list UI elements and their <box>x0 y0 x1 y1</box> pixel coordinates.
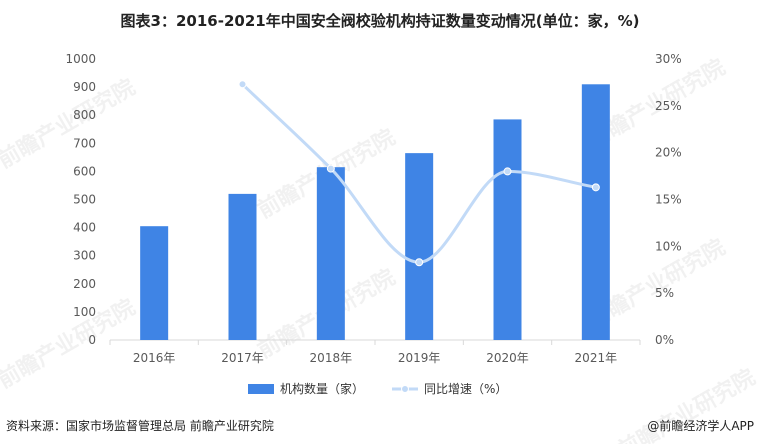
legend-bar-label: 机构数量（家） <box>280 381 364 396</box>
y-left-tick-label: 800 <box>73 108 96 122</box>
legend-line-label: 同比增速（%） <box>424 382 507 396</box>
y-left-tick-label: 700 <box>73 136 96 150</box>
x-axis: 2016年 2017年 2018年 2019年 2020年 2021年 <box>109 339 641 365</box>
y-left-tick-label: 400 <box>73 221 96 235</box>
y-left-tick-label: 600 <box>73 164 96 178</box>
y-left-tick-label: 200 <box>73 277 96 291</box>
growth-point-2021年 <box>591 183 600 192</box>
bar-2021年 <box>581 84 610 340</box>
brand-note: @前瞻经济学人APP <box>647 419 754 433</box>
x-tick-label: 2018年 <box>310 351 353 365</box>
growth-point-2017年 <box>238 80 247 89</box>
bar-series <box>140 84 610 340</box>
watermarks: 前瞻产业研究院前瞻产业研究院前瞻产业研究院前瞻产业研究院前瞻产业研究院前瞻产业研… <box>0 54 760 444</box>
watermark-text: 前瞻产业研究院 <box>0 294 140 394</box>
y-right-tick-label: 15% <box>655 193 682 207</box>
x-tick-label: 2019年 <box>398 351 441 365</box>
y-right-tick-label: 10% <box>655 239 682 253</box>
y-left-tick-label: 900 <box>73 80 96 94</box>
legend-bar-swatch <box>248 384 274 394</box>
y-left-tick-label: 0 <box>88 333 96 347</box>
watermark-text: 前瞻产业研究院 <box>0 74 140 174</box>
right-axis: 0% 5% 10% 15% 20% 25% 30% <box>655 52 682 347</box>
bar-2017年 <box>228 193 257 340</box>
legend-line-marker <box>401 385 409 393</box>
growth-point-2020年 <box>503 167 512 176</box>
bar-2018年 <box>316 167 345 340</box>
bar-2020年 <box>493 119 522 340</box>
y-right-tick-label: 30% <box>655 52 682 66</box>
y-right-tick-label: 5% <box>655 286 674 300</box>
legend: 机构数量（家） 同比增速（%） <box>248 381 507 396</box>
chart-title: 图表3：2016-2021年中国安全阀校验机构持证数量变动情况(单位：家，%) <box>120 12 640 30</box>
bar-2019年 <box>405 153 434 340</box>
left-axis: 0 100 200 300 400 500 600 700 800 900 1000 <box>65 52 96 347</box>
growth-point-2018年 <box>326 164 335 173</box>
bar-2016年 <box>140 226 169 340</box>
y-right-tick-label: 0% <box>655 333 674 347</box>
y-right-tick-label: 20% <box>655 146 682 160</box>
x-tick-label: 2021年 <box>575 351 618 365</box>
source-note: 资料来源：国家市场监督管理总局 前瞻产业研究院 <box>6 419 274 433</box>
x-tick-label: 2017年 <box>221 351 264 365</box>
y-right-tick-label: 25% <box>655 99 682 113</box>
x-tick-label: 2016年 <box>133 351 176 365</box>
y-left-tick-label: 500 <box>73 193 96 207</box>
line-series <box>238 80 600 267</box>
y-left-tick-label: 100 <box>73 305 96 319</box>
growth-point-2019年 <box>415 258 424 267</box>
x-tick-label: 2020年 <box>486 351 529 365</box>
y-left-tick-label: 300 <box>73 249 96 263</box>
y-left-tick-label: 1000 <box>65 52 96 66</box>
